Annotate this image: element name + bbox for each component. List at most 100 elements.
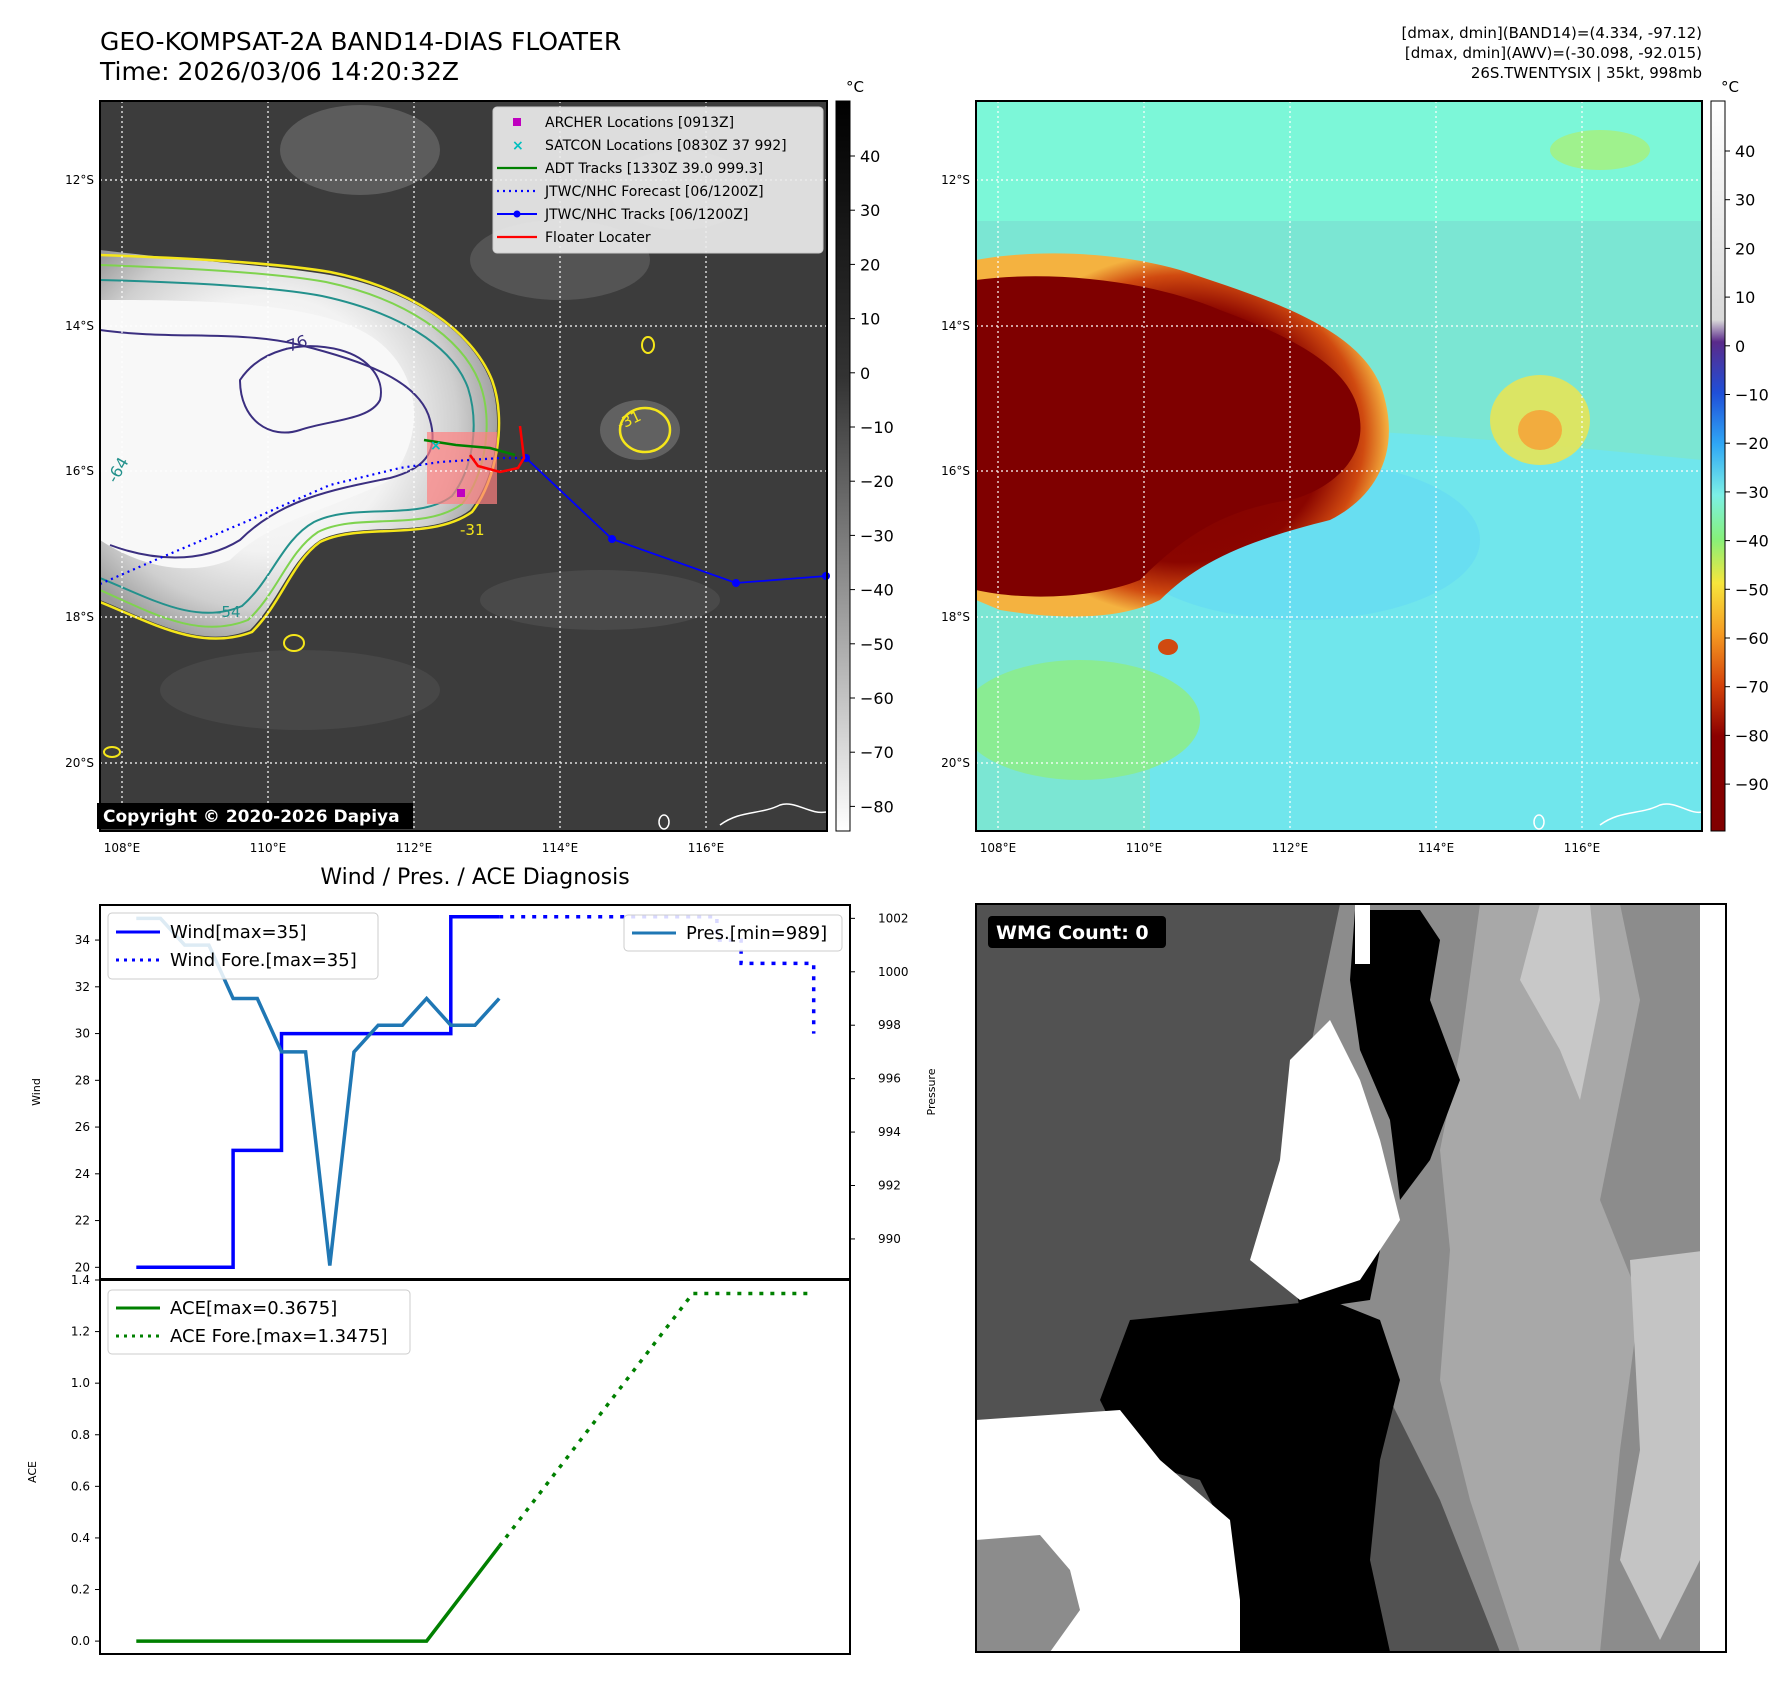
ace-legend: ACE[max=0.3675] ACE Fore.[max=1.3475] <box>107 1289 411 1355</box>
legend-item-label: JTWC/NHC Forecast [06/1200Z] <box>544 184 764 200</box>
svg-text:×: × <box>512 138 524 154</box>
lat-tick-label: 14°S <box>65 319 94 333</box>
wind-tick-label: 20 <box>75 1260 90 1274</box>
pressure-tick-label: 994 <box>878 1125 901 1139</box>
lat-tick-label: 18°S <box>941 610 970 624</box>
lat-tick-label: 20°S <box>941 756 970 770</box>
colorbar-tick-label: 40 <box>860 147 880 166</box>
wind-tick-label: 30 <box>75 1027 90 1041</box>
wind-tick-label: 22 <box>75 1214 90 1228</box>
ace-tick-label: 0.0 <box>71 1634 90 1648</box>
lon-tick-label: 110°E <box>250 841 287 855</box>
lon-tick-label: 112°E <box>396 841 433 855</box>
colorbar-tick-label: −90 <box>1735 775 1769 794</box>
colorbar-tick-label: −20 <box>1735 434 1769 453</box>
lon-tick-label: 108°E <box>104 841 141 855</box>
lat-tick-label: 14°S <box>941 319 970 333</box>
lat-tick-label: 12°S <box>65 173 94 187</box>
info-band14-range: [dmax, dmin](BAND14)=(4.334, -97.12) <box>1402 24 1702 42</box>
lat-tick-label: 12°S <box>941 173 970 187</box>
lon-tick-label: 112°E <box>1272 841 1309 855</box>
colorbar-tick-label: 30 <box>860 201 880 220</box>
copyright-text: Copyright © 2020-2026 Dapiya <box>103 807 400 827</box>
colorbar-tick-label: −10 <box>860 418 894 437</box>
wind-tick-label: 32 <box>75 980 90 994</box>
pressure-tick-label: 996 <box>878 1072 901 1086</box>
colorbar-tick-label: −30 <box>860 526 894 545</box>
ir-frame <box>99 100 828 832</box>
awv-panel: °C 403020100−10−20−30−40−50−60−70−80−90 … <box>941 78 1769 855</box>
ace-tick-label: 0.6 <box>71 1479 90 1493</box>
legend-item-label: ARCHER Locations [0913Z] <box>545 115 734 131</box>
colorbar-tick-label: −80 <box>1735 726 1769 745</box>
colorbar-tick-label: −40 <box>1735 532 1769 551</box>
awv-frame <box>975 100 1703 832</box>
awv-colorbar-unit: °C <box>1721 78 1739 96</box>
contour-label: -31 <box>460 521 485 539</box>
info-storm: 26S.TWENTYSIX | 35kt, 998mb <box>1471 64 1702 82</box>
colorbar-tick-label: −30 <box>1735 483 1769 502</box>
lon-tick-label: 116°E <box>1564 841 1601 855</box>
colorbar-tick-label: 30 <box>1735 191 1755 210</box>
wind-tick-label: 26 <box>75 1120 90 1134</box>
contour-label: -54 <box>216 603 241 621</box>
wind-legend: Wind[max=35] Wind Fore.[max=35] <box>107 912 379 980</box>
pressure-tick-label: 992 <box>878 1179 901 1193</box>
lon-tick-label: 108°E <box>980 841 1017 855</box>
ace-tick-label: 1.4 <box>71 1273 90 1287</box>
pressure-tick-label: 1000 <box>878 965 909 979</box>
legend-item-label: SATCON Locations [0830Z 37 992] <box>545 138 787 154</box>
colorbar-tick-label: −20 <box>860 472 894 491</box>
legend-ace-forecast: ACE Fore.[max=1.3475] <box>170 1326 388 1347</box>
lat-tick-label: 18°S <box>65 610 94 624</box>
legend-item-label: JTWC/NHC Tracks [06/1200Z] <box>544 207 748 223</box>
floater-locater <box>468 425 526 474</box>
legend-wind-forecast: Wind Fore.[max=35] <box>170 950 357 971</box>
ir-colorbar-ticks: 40 30 20 10 0 −10 −20 −30 −40 −50 −60 −70 −80 <box>850 147 894 816</box>
pressure-legend: Pres.[min=989] <box>623 914 843 952</box>
best-track-point <box>732 579 740 587</box>
colorbar-tick-label: −60 <box>860 689 894 708</box>
figure-title: GEO-KOMPSAT-2A BAND14-DIAS FLOATER <box>100 27 621 56</box>
ir-axis-labels: 108°E 110°E 112°E 114°E 116°E 12°S 14°S 16°S 18°… <box>65 173 724 855</box>
wmg-panel: WMG Count: 0 <box>975 903 1727 1653</box>
wind-tick-label: 34 <box>75 933 90 947</box>
copyright-box <box>97 803 413 829</box>
wind-tick-label: 28 <box>75 1073 90 1087</box>
best-track <box>525 457 827 584</box>
wind-axis-label: Wind <box>30 1078 43 1106</box>
colorbar-tick-label: 10 <box>1735 288 1755 307</box>
lon-tick-label: 114°E <box>1418 841 1455 855</box>
lat-tick-label: 16°S <box>941 464 970 478</box>
lon-tick-label: 110°E <box>1126 841 1163 855</box>
lon-tick-label: 114°E <box>542 841 579 855</box>
legend-wind: Wind[max=35] <box>170 922 307 943</box>
lat-tick-label: 16°S <box>65 464 94 478</box>
lat-tick-label: 20°S <box>65 756 94 770</box>
ir-colorbar-unit: °C <box>846 78 864 96</box>
pressure-tick-label: 1002 <box>878 911 909 925</box>
colorbar-tick-label: 40 <box>1735 142 1755 161</box>
figure-time: Time: 2026/03/06 14:20:32Z <box>99 57 459 86</box>
legend-ace: ACE[max=0.3675] <box>170 1298 337 1319</box>
archer-location <box>457 489 465 497</box>
ace-series-line-0 <box>136 1545 501 1643</box>
colorbar-tick-label: −60 <box>1735 629 1769 648</box>
best-track-point <box>608 535 616 543</box>
colorbar-tick-label: −50 <box>860 635 894 654</box>
ace-axis-label: ACE <box>26 1461 39 1483</box>
awv-axis-labels: 108°E 110°E 112°E 114°E 116°E 12°S 14°S 16°S 18°… <box>941 173 1600 855</box>
satcon-location: × <box>430 438 442 454</box>
diagnosis-title: Wind / Pres. / ACE Diagnosis <box>320 865 629 890</box>
colorbar-tick-label: −80 <box>860 797 894 816</box>
legend-item-label: Floater Locater <box>545 230 651 246</box>
ir-legend: ARCHER Locations [0913Z] × SATCON Location… <box>492 106 824 254</box>
pressure-tick-label: 998 <box>878 1018 901 1032</box>
pressure-tick-label: 990 <box>878 1232 901 1246</box>
ace-chart: ACE 0.0 0.2 0.4 0.6 0.8 1.0 1.2 1.4 ACE[max=0.3… <box>26 1273 851 1655</box>
colorbar-tick-label: 20 <box>860 255 880 274</box>
awv-image <box>976 101 1702 831</box>
colorbar-tick-label: 0 <box>1735 337 1745 356</box>
wmg-count: WMG Count: 0 <box>996 922 1149 944</box>
